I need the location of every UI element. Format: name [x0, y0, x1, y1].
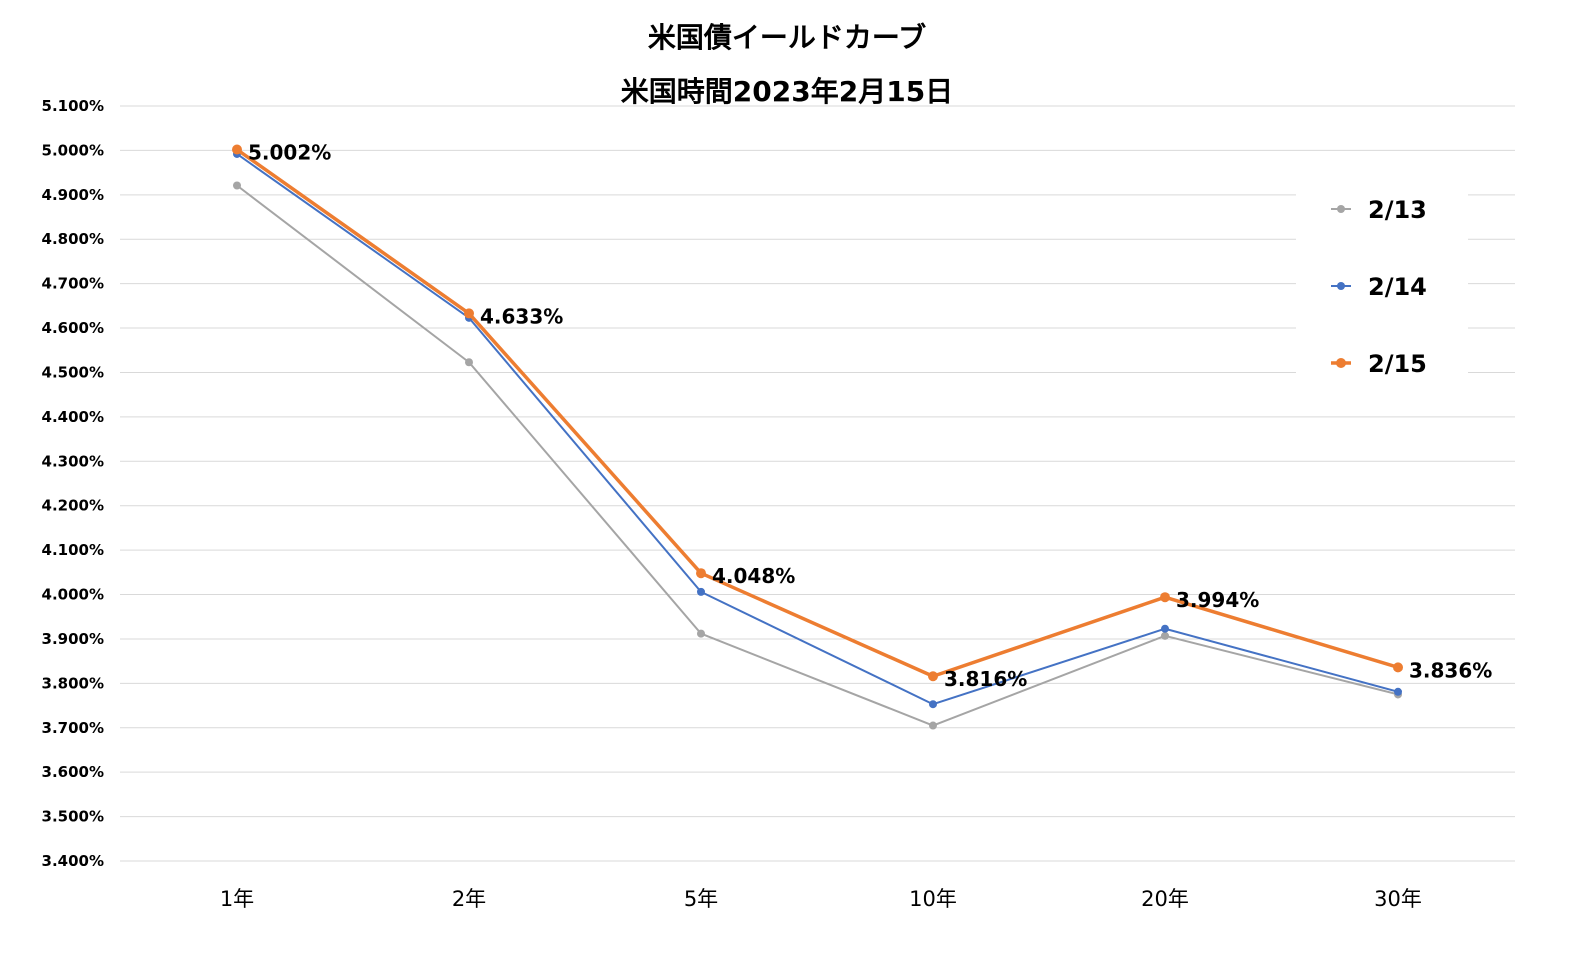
data-point [1161, 624, 1169, 633]
legend-marker [1337, 282, 1345, 290]
data-point [232, 144, 242, 155]
x-tick-label: 5年 [684, 887, 718, 911]
data-point [1393, 662, 1403, 673]
y-tick-label: 3.600% [42, 763, 104, 781]
data-label: 3.994% [1176, 588, 1259, 612]
series-line [236, 184, 1399, 727]
x-tick-label: 20年 [1141, 887, 1189, 911]
data-point [1160, 592, 1170, 603]
y-tick-label: 4.700% [42, 275, 104, 293]
data-point [464, 308, 474, 319]
data-label: 3.836% [1409, 658, 1492, 682]
y-tick-label: 3.900% [42, 630, 104, 648]
data-point [233, 181, 241, 190]
y-tick-label: 4.800% [42, 230, 104, 248]
data-point [929, 700, 937, 709]
data-point [697, 629, 705, 638]
data-point [929, 721, 937, 730]
legend-marker [1336, 358, 1346, 368]
y-tick-label: 3.700% [42, 719, 104, 737]
x-tick-label: 1年 [220, 887, 254, 911]
x-tick-label: 30年 [1374, 887, 1422, 911]
legend-box [1296, 175, 1468, 390]
y-tick-label: 4.600% [42, 319, 104, 337]
data-point [1394, 687, 1402, 696]
y-tick-label: 3.400% [42, 852, 104, 870]
y-tick-label: 5.000% [42, 141, 104, 159]
legend-label: 2/15 [1368, 350, 1427, 378]
legend-label: 2/13 [1368, 196, 1427, 224]
y-tick-label: 3.500% [42, 808, 104, 826]
y-tick-label: 4.300% [42, 452, 104, 470]
y-tick-label: 4.100% [42, 541, 104, 559]
y-tick-label: 4.200% [42, 497, 104, 515]
data-label: 4.048% [712, 564, 795, 588]
data-point [465, 358, 473, 367]
y-tick-label: 4.000% [42, 586, 104, 604]
y-tick-label: 4.400% [42, 408, 104, 426]
data-point [697, 587, 705, 596]
x-tick-label: 2年 [452, 887, 486, 911]
data-label: 4.633% [480, 304, 563, 328]
y-tick-label: 4.500% [42, 363, 104, 381]
y-tick-label: 3.800% [42, 674, 104, 692]
data-point [1161, 631, 1169, 640]
legend-marker [1337, 205, 1345, 213]
data-point [928, 671, 938, 682]
series-line [236, 153, 1399, 706]
legend-label: 2/14 [1368, 273, 1427, 301]
y-tick-label: 4.900% [42, 186, 104, 204]
series-line [235, 148, 1399, 678]
data-point [696, 568, 706, 579]
x-tick-label: 10年 [909, 887, 957, 911]
y-tick-label: 5.100% [42, 97, 104, 115]
chart-title: 米国債イールドカーブ [647, 21, 927, 54]
data-label: 5.002% [248, 141, 331, 165]
data-label: 3.816% [944, 667, 1027, 691]
chart-subtitle: 米国時間2023年2月15日 [620, 75, 954, 108]
